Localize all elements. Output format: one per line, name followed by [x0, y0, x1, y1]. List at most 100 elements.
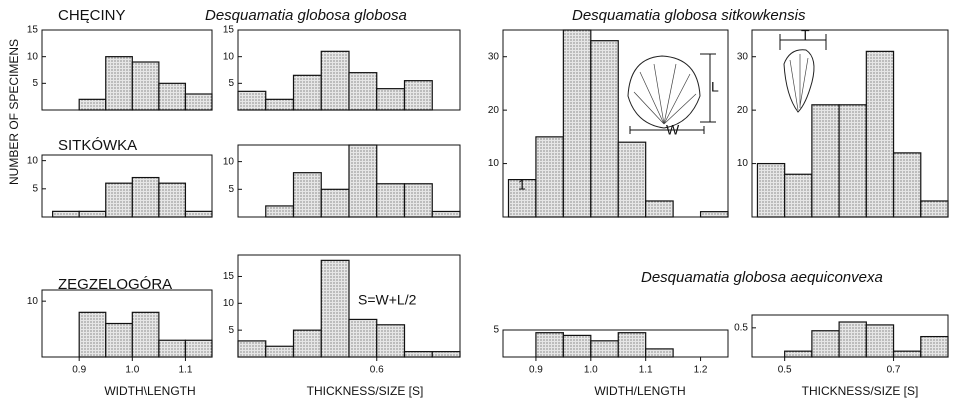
- y-tick-label: 20: [737, 105, 749, 116]
- y-tick-label: 30: [737, 51, 749, 62]
- x-tick-label: 0.5: [778, 365, 792, 376]
- bar: [562, 29, 592, 218]
- annotation: W: [666, 122, 680, 138]
- annotation: L: [711, 79, 719, 95]
- y-tick-label: 10: [27, 155, 39, 166]
- bar: [376, 88, 406, 111]
- bar: [78, 98, 107, 111]
- panel-frame: [751, 314, 949, 358]
- bar: [562, 334, 592, 358]
- bar: [920, 335, 949, 358]
- x-tick-label: 0.9: [529, 365, 543, 376]
- bar: [699, 211, 729, 218]
- y-tick-label: 10: [488, 158, 500, 169]
- bar: [376, 324, 406, 358]
- panel-frame: [237, 144, 461, 218]
- x-tick-label: 0.7: [887, 365, 901, 376]
- x-axis-label: THICKNESS/SIZE [S]: [802, 384, 919, 398]
- panel-title: Desquamatia globosa sitkowkensis: [572, 7, 806, 24]
- bar: [265, 205, 295, 218]
- y-tick-label: 15: [223, 271, 235, 282]
- bar: [292, 172, 322, 218]
- bar: [535, 332, 564, 358]
- x-tick-label: 0.9: [72, 365, 86, 376]
- bar: [184, 339, 213, 358]
- shell-sketch: [783, 49, 815, 113]
- bar: [158, 82, 187, 111]
- y-tick-label: 0.5: [734, 322, 748, 333]
- panel-title: CHĘCINY: [58, 7, 126, 24]
- bar: [52, 210, 80, 218]
- bar: [535, 136, 564, 218]
- bar: [376, 183, 406, 218]
- shell-ribs: [789, 54, 809, 111]
- bar: [617, 332, 647, 358]
- bar: [811, 330, 840, 358]
- panel-title: SITKÓWKA: [58, 137, 137, 154]
- bar: [431, 210, 461, 218]
- panel-title: ZEGZELOGÓRA: [58, 276, 172, 293]
- bar: [403, 351, 433, 358]
- bar: [784, 173, 813, 218]
- bar: [105, 56, 133, 111]
- y-tick-label: 30: [488, 51, 500, 62]
- y-tick-label: 10: [223, 156, 235, 167]
- panel-frame: [237, 254, 461, 358]
- y-tick-label: 5: [32, 78, 38, 89]
- y-tick-label: 15: [27, 25, 39, 36]
- bar: [78, 311, 107, 358]
- bar: [131, 61, 160, 111]
- x-axis-label: WIDTH\LENGTH: [104, 384, 195, 398]
- bar: [320, 259, 350, 358]
- panel-frame: [41, 29, 213, 111]
- bar: [865, 324, 895, 358]
- bar: [184, 93, 213, 111]
- shell-sketch: [627, 55, 701, 129]
- x-tick-label: 1.0: [584, 365, 598, 376]
- panel-frame: [41, 289, 213, 358]
- annotation: T: [801, 27, 810, 43]
- bar: [617, 141, 647, 218]
- bar: [320, 50, 350, 111]
- bar: [403, 80, 433, 111]
- bar: [431, 351, 461, 358]
- bar: [105, 322, 133, 358]
- bar: [265, 345, 295, 358]
- panel-frame: [502, 29, 729, 218]
- bar: [78, 210, 107, 218]
- bar: [158, 339, 187, 358]
- bar: [838, 104, 867, 218]
- bar: [892, 152, 922, 218]
- y-tick-label: 5: [493, 325, 499, 336]
- bar: [507, 179, 537, 218]
- panel-title: Desquamatia globosa aequiconvexa: [641, 269, 883, 286]
- x-tick-label: 0.6: [370, 365, 384, 376]
- y-tick-label: 10: [737, 158, 749, 169]
- bar: [105, 182, 133, 218]
- bar: [645, 200, 674, 218]
- dimension-lines: [629, 53, 716, 134]
- bar: [645, 348, 674, 358]
- bar: [920, 200, 949, 218]
- bar: [838, 321, 867, 358]
- x-tick-label: 1.1: [178, 365, 192, 376]
- bar: [184, 210, 213, 218]
- bar: [784, 350, 813, 358]
- x-tick-label: 1.0: [125, 365, 139, 376]
- bar: [237, 90, 267, 111]
- panel-title: Desquamatia globosa globosa: [205, 7, 407, 24]
- bar: [811, 104, 840, 218]
- y-tick-label: 10: [223, 298, 235, 309]
- y-tick-label: 5: [228, 325, 234, 336]
- bar: [131, 176, 160, 218]
- shell-ribs: [633, 63, 697, 125]
- bar: [292, 329, 322, 358]
- annotation: S=W+L/2: [358, 292, 417, 308]
- y-tick-label: 5: [228, 184, 234, 195]
- bar: [131, 311, 160, 358]
- panel-frame: [502, 329, 729, 358]
- x-tick-label: 1.1: [639, 365, 653, 376]
- bar: [590, 40, 619, 218]
- bar: [320, 188, 350, 218]
- y-tick-label: 10: [27, 296, 39, 307]
